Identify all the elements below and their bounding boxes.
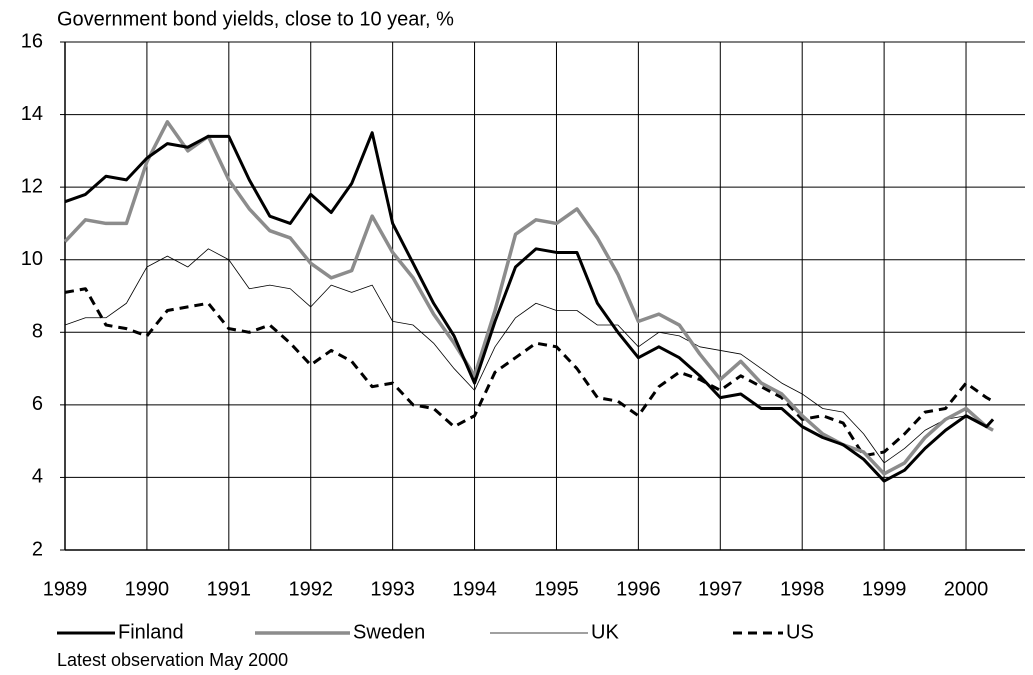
note: Latest observation May 2000	[57, 650, 288, 670]
x-tick-label: 1996	[616, 578, 661, 600]
y-tick-label: 14	[21, 103, 43, 125]
x-tick-label: 1998	[780, 578, 825, 600]
series-line	[64, 248, 994, 464]
y-tick-label: 2	[32, 538, 43, 560]
series-line	[64, 131, 995, 483]
legend-label: Finland	[118, 621, 184, 643]
x-tick-label: 1990	[125, 578, 170, 600]
series-line	[64, 287, 994, 458]
x-tick-label: 1997	[698, 578, 743, 600]
legend-label: US	[786, 621, 814, 643]
y-tick-label: 10	[21, 248, 43, 270]
x-tick-label: 1999	[862, 578, 907, 600]
x-tick-label: 1991	[207, 578, 252, 600]
series-line	[63, 120, 994, 476]
chart-title: Government bond yields, close to 10 year…	[57, 8, 454, 30]
x-tick-label: 1994	[452, 578, 497, 600]
legend-label: UK	[591, 621, 619, 643]
y-tick-label: 6	[32, 393, 43, 415]
x-tick-label: 1989	[43, 578, 88, 600]
x-tick-label: 1993	[370, 578, 415, 600]
y-tick-label: 16	[21, 30, 43, 52]
y-tick-label: 12	[21, 175, 43, 197]
x-tick-label: 2000	[944, 578, 989, 600]
x-tick-label: 1995	[534, 578, 579, 600]
x-tick-label: 1992	[288, 578, 333, 600]
legend-label: Sweden	[353, 621, 425, 643]
y-tick-label: 4	[32, 466, 43, 488]
y-tick-label: 8	[32, 321, 43, 343]
